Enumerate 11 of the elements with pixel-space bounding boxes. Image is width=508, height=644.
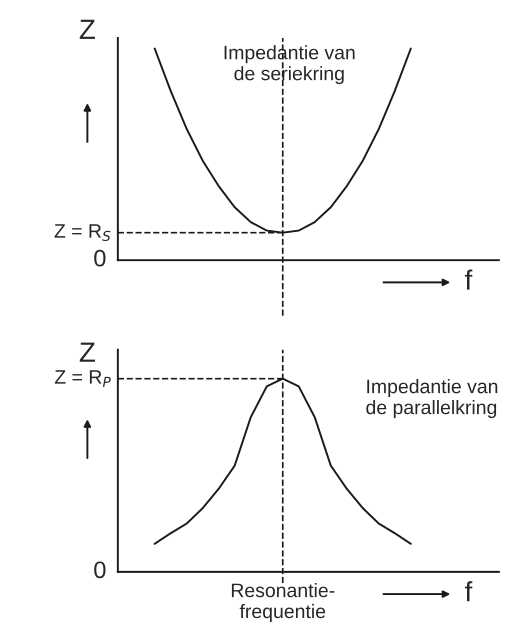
text: 0 — [94, 561, 106, 578]
x-axis-title: f — [464, 269, 472, 290]
text: 0 — [94, 250, 106, 267]
text: Resonantie- frequentie — [232, 582, 334, 622]
y-axis-title: Z — [80, 342, 95, 362]
ref-line-label: Z = R$_{P}$ — [54, 370, 111, 387]
annotation: Impedantie van de parallelkring — [366, 379, 498, 418]
ref-line-label: Z = R$_{S}$ — [54, 224, 110, 242]
x-axis-title: f — [464, 581, 472, 602]
annotation: Impedantie van de seriekring — [224, 45, 355, 84]
y-axis-title: Z — [80, 20, 95, 39]
